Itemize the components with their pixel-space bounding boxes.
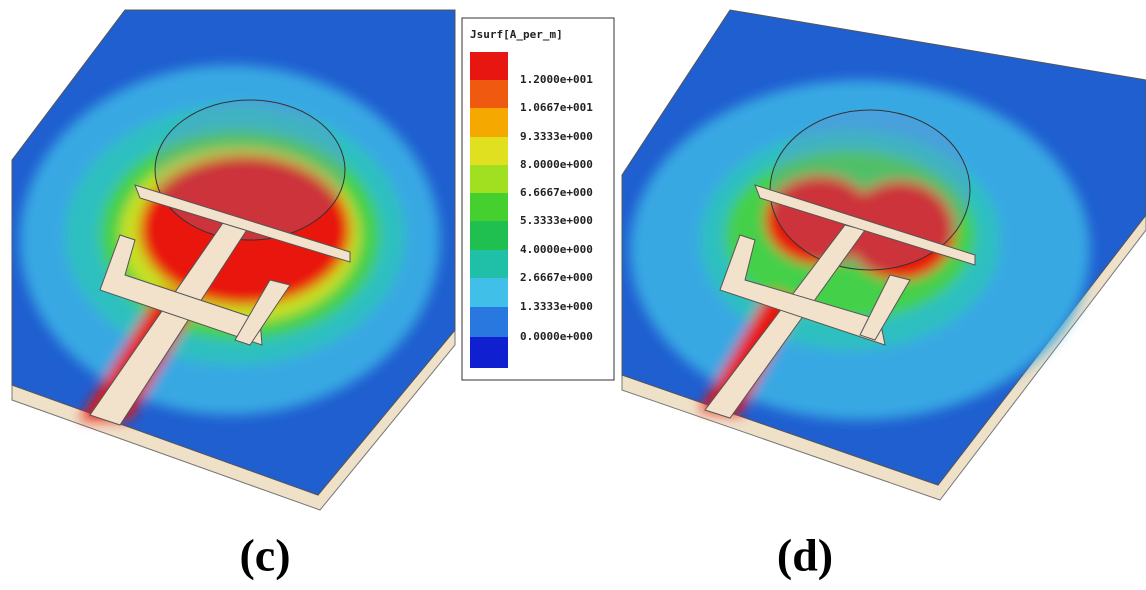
legend-label: 8.0000e+000 <box>520 158 593 171</box>
legend-title: Jsurf[A_per_m] <box>470 28 563 41</box>
legend-label: 4.0000e+000 <box>520 243 593 256</box>
panel-c-plot <box>12 10 455 510</box>
panel-label: (d) <box>777 530 833 581</box>
legend-label: 9.3333e+000 <box>520 130 593 143</box>
panel-label: (c) <box>239 530 290 581</box>
legend-label: 1.2000e+001 <box>520 73 593 86</box>
colorbar-legend: Jsurf[A_per_m] 1.2000e+001 1.0667e+001 9.3… <box>462 18 614 380</box>
legend-label: 1.0667e+001 <box>520 101 593 114</box>
legend-label: 0.0000e+000 <box>520 330 593 343</box>
legend-label: 2.6667e+000 <box>520 271 593 284</box>
legend-label: 6.6667e+000 <box>520 186 593 199</box>
figure: Jsurf[A_per_m] 1.2000e+001 1.0667e+001 9.3… <box>0 0 1146 590</box>
legend-label: 1.3333e+000 <box>520 300 593 313</box>
color-swatches <box>470 52 508 368</box>
legend-label: 5.3333e+000 <box>520 214 593 227</box>
panel-d-plot <box>622 10 1146 500</box>
page: Jsurf[A_per_m] 1.2000e+001 1.0667e+001 9.3… <box>0 0 1146 590</box>
